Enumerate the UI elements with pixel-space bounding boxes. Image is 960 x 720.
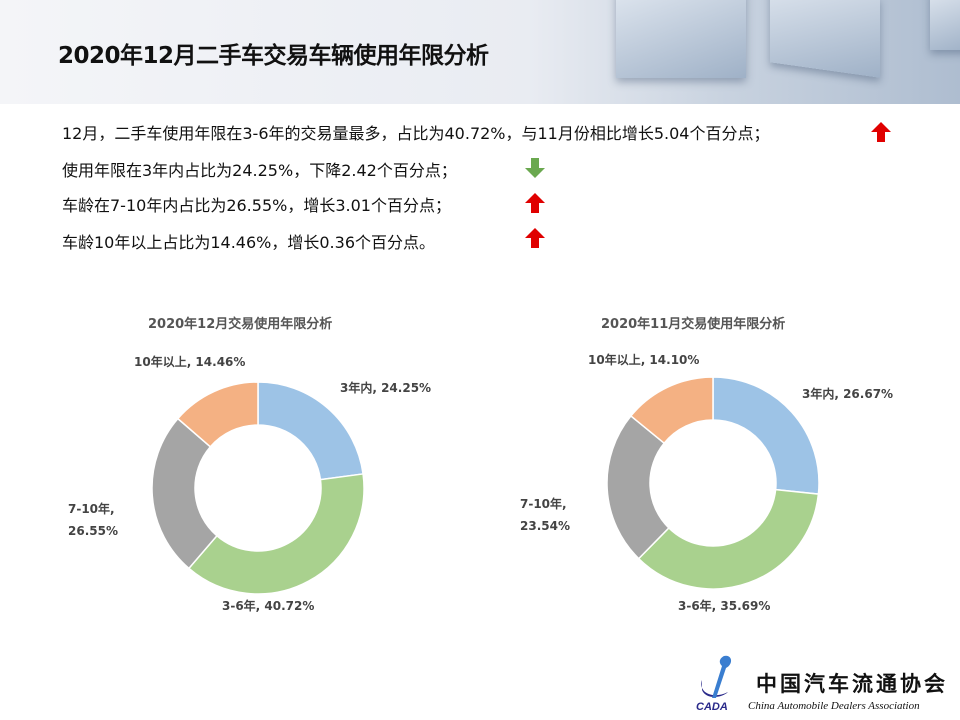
donut-slice-7-10年	[151, 417, 218, 570]
header-banner	[0, 0, 960, 104]
data-label: 7-10年, 23.54%	[520, 497, 570, 533]
data-label: 10年以上, 14.46%	[134, 355, 246, 369]
arrow-up-icon	[525, 228, 545, 248]
svg-text:CADA: CADA	[696, 701, 728, 713]
arrow-up-icon	[871, 122, 891, 142]
donut-chart-nov	[606, 376, 820, 590]
donut-chart-dec	[151, 381, 365, 595]
page-title: 2020年12月二手车交易车辆使用年限分析	[58, 43, 489, 69]
decor-cube	[616, 0, 746, 78]
data-label: 7-10年, 26.55%	[68, 502, 118, 538]
donut-slice-3年内	[712, 376, 820, 495]
donut-slice-10年以上	[629, 376, 714, 445]
data-label: 3年内, 26.67%	[802, 387, 894, 401]
data-label: 3-6年, 40.72%	[222, 599, 315, 613]
logo-cn-text: 中国汽车流通协会	[756, 671, 948, 696]
summary-line: 使用年限在3年内占比为24.25%，下降2.42个百分点；	[62, 161, 457, 180]
chart-title: 2020年11月交易使用年限分析	[601, 317, 786, 332]
decor-cube	[930, 0, 960, 50]
chart-title: 2020年12月交易使用年限分析	[148, 317, 333, 332]
cada-emblem-icon: CADA	[696, 655, 732, 713]
data-label: 3-6年, 35.69%	[678, 599, 771, 613]
cada-logo: CADA 中国汽车流通协会 China Automobile Dealers A…	[694, 650, 960, 720]
data-label: 3年内, 24.25%	[340, 381, 432, 395]
summary-line: 车龄10年以上占比为14.46%，增长0.36个百分点。	[62, 233, 435, 252]
summary-line: 车龄在7-10年内占比为26.55%，增长3.01个百分点；	[62, 196, 451, 215]
donut-slice-3-6年	[637, 488, 820, 590]
donut-slice-10年以上	[176, 381, 259, 448]
data-label: 10年以上, 14.10%	[588, 353, 700, 367]
arrow-down-icon	[525, 158, 545, 178]
donut-slice-3-6年	[187, 473, 365, 595]
decor-cube	[770, 0, 880, 78]
arrow-up-icon	[525, 193, 545, 213]
logo-en-text: China Automobile Dealers Association	[748, 700, 920, 712]
summary-line: 12月，二手车使用年限在3-6年的交易量最多，占比为40.72%，与11月份相比…	[62, 124, 770, 143]
